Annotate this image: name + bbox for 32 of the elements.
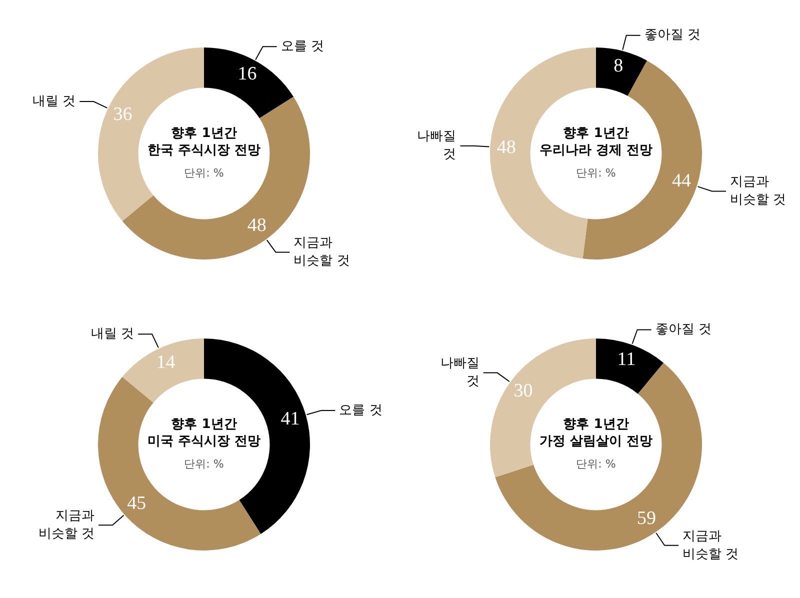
data-label: 59: [637, 508, 656, 529]
text: 향후 1년간 우리나라 경제 전망: [539, 126, 653, 158]
slice-label: 지금과 비슷할 것: [38, 508, 94, 542]
slice-label: 좋아질 것: [644, 28, 700, 43]
data-label: 48: [247, 215, 266, 236]
text: 향후 1년간 한국 주식시장 전망: [147, 126, 261, 158]
data-label: 8: [614, 55, 624, 76]
text: 향후 1년간 미국 주식시장 전망: [147, 416, 261, 449]
data-label: 30: [514, 380, 533, 402]
slice-label: 나빠질 것: [440, 356, 480, 390]
slice-label: 좋아질 것: [655, 322, 712, 338]
data-label: 16: [238, 64, 257, 85]
slice-label: 나빠질 것: [417, 129, 456, 162]
data-label: 48: [496, 136, 516, 158]
slice-label: 내릴 것: [32, 94, 76, 109]
slice-label: 지금과 비슷할 것: [682, 528, 739, 562]
text: 단위: %: [184, 457, 224, 470]
text: 단위: %: [184, 166, 224, 180]
slice-label: 지금과 비슷할 것: [730, 174, 786, 208]
data-label: 36: [113, 104, 132, 126]
slice-label: 오를 것: [280, 38, 324, 54]
slice-label: 내릴 것: [90, 326, 134, 342]
data-label: 11: [617, 348, 636, 370]
text: 단위: %: [576, 166, 616, 180]
data-label: 44: [672, 170, 692, 192]
text: 향후 1년간 가정 살림살이 전망: [539, 416, 653, 449]
slice-label: 오를 것: [339, 402, 382, 418]
data-label: 41: [280, 408, 300, 430]
data-label: 45: [127, 492, 146, 514]
text: 단위: %: [576, 457, 616, 470]
data-label: 14: [156, 352, 176, 374]
slice-label: 지금과 비슷할 것: [294, 236, 350, 269]
